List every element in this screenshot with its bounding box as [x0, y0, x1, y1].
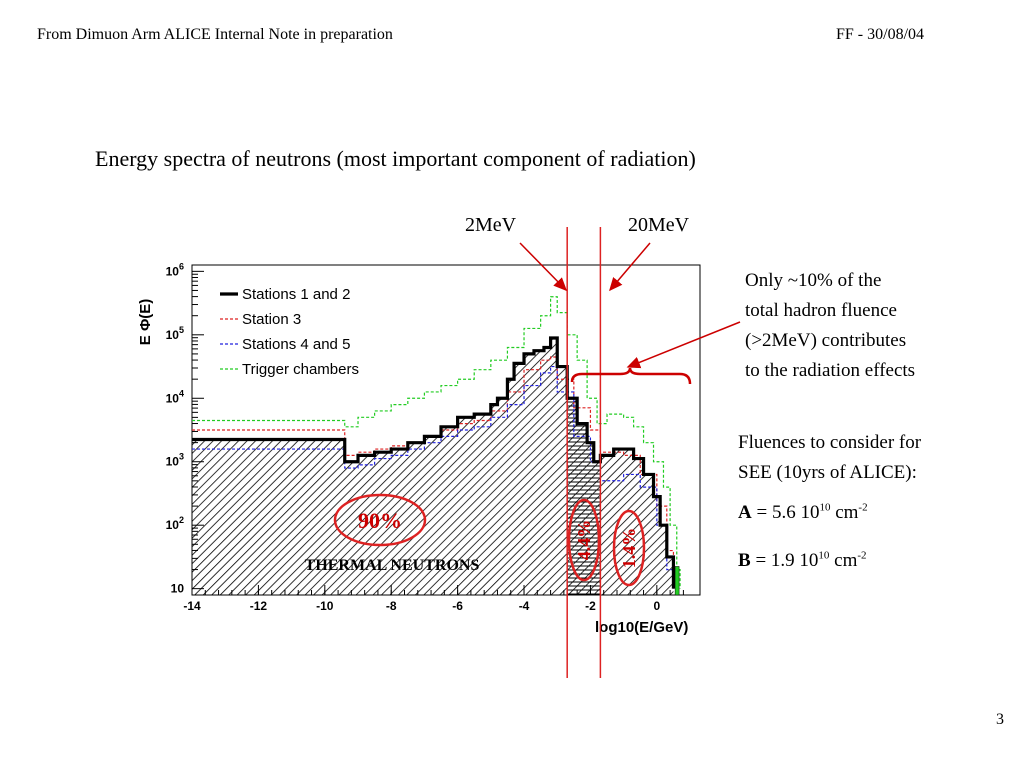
label-4-4-percent: 4.4%: [574, 520, 594, 561]
fluence-a-eq: = 5.6 10: [751, 502, 820, 523]
note-line: total hadron fluence: [745, 300, 897, 321]
y-tick-label: 103: [166, 452, 184, 469]
fluence-intro-line: Fluences to consider for: [738, 432, 922, 453]
arrow-20mev: [609, 242, 651, 292]
x-tick-label: -12: [250, 599, 268, 613]
fluence-b-eq: = 1.9 10: [750, 550, 819, 571]
x-tick-label: -6: [452, 599, 463, 613]
brace: [570, 367, 692, 385]
fluence-a-unit: cm: [830, 502, 859, 523]
x-axis-title: log10(E/GeV): [595, 619, 688, 636]
slide-title: Energy spectra of neutrons (most importa…: [95, 146, 696, 171]
green-spike: [674, 566, 680, 596]
x-tick-label: -2: [585, 599, 596, 613]
legend-label-0: Stations 1 and 2: [242, 286, 350, 303]
hatched-area-middle: [567, 366, 601, 595]
y-axis-title: E Φ(E): [137, 299, 154, 345]
thermal-neutrons-label: THERMAL NEUTRONS: [305, 557, 480, 574]
fluence-a: A = 5.6 1010 cm-2: [738, 502, 868, 524]
ellipse-90: [333, 493, 427, 547]
y-tick-label: 106: [166, 261, 184, 278]
x-tick-label: -14: [183, 599, 201, 613]
fluence-a-unit-exp: -2: [858, 501, 868, 514]
y-tick-label: 105: [166, 325, 184, 342]
note-line: (>2MeV) contributes: [745, 330, 907, 351]
arrow-note: [626, 321, 741, 369]
ellipse-4-4: [567, 498, 601, 582]
legend-label-3: Trigger chambers: [242, 361, 359, 378]
label-1-4-percent: 1.4%: [619, 528, 639, 569]
y-tick-label: 10: [171, 582, 185, 596]
legend-label-1: Station 3: [242, 311, 301, 328]
fluence-intro: Fluences to consider for SEE (10yrs of A…: [738, 428, 921, 488]
x-tick-label: -8: [386, 599, 397, 613]
label-2mev: 2MeV: [465, 214, 517, 236]
fluence-b-unit-exp: -2: [857, 549, 867, 562]
label-90-percent: 90%: [358, 508, 402, 533]
fluence-b-label: B: [738, 550, 751, 571]
series-line-3: [192, 296, 681, 589]
x-tick-label: 0: [653, 599, 660, 613]
legend-label-2: Stations 4 and 5: [242, 336, 350, 353]
fluence-b-exp: 10: [818, 549, 830, 562]
fluence-b: B = 1.9 1010 cm-2: [738, 550, 867, 572]
page-number: 3: [996, 711, 1004, 728]
y-tick-label: 104: [166, 388, 184, 405]
note-line: to the radiation effects: [745, 360, 916, 381]
fluence-a-exp: 10: [819, 501, 831, 514]
ellipse-1-4: [612, 509, 646, 587]
note-line: Only ~10% of the: [745, 270, 882, 291]
x-tick-label: -10: [316, 599, 334, 613]
x-tick-label: -4: [519, 599, 530, 613]
fluence-intro-line: SEE (10yrs of ALICE):: [738, 462, 917, 483]
fluence-b-unit: cm: [829, 550, 858, 571]
hatched-area: [192, 337, 674, 595]
fluence-a-label: A: [738, 502, 752, 523]
series-line-0: [192, 336, 676, 589]
y-tick-label: 102: [166, 515, 184, 532]
fluence-note: Only ~10% of the total hadron fluence (>…: [745, 266, 915, 386]
header-right: FF - 30/08/04: [836, 26, 925, 43]
arrow-2mev: [519, 242, 568, 292]
label-20mev: 20MeV: [628, 214, 690, 236]
header-left: From Dimuon Arm ALICE Internal Note in p…: [37, 26, 393, 43]
